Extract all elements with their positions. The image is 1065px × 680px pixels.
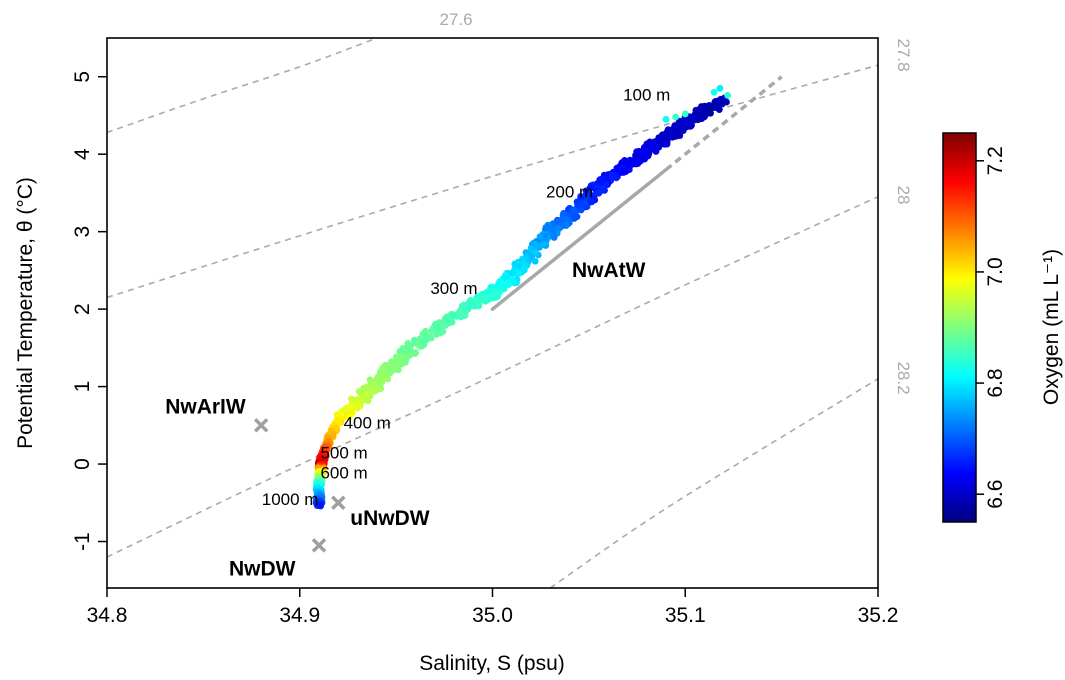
y-tick-label: 0 xyxy=(71,458,94,470)
profile-point xyxy=(396,360,404,368)
y-tick-label: 4 xyxy=(71,148,94,160)
water-mass-unwdw: uNwDW xyxy=(331,495,430,530)
x-tick-label: 35.0 xyxy=(472,604,513,627)
profile-point xyxy=(511,260,519,268)
depth-label-400-m: 400 m xyxy=(344,413,391,432)
colorbar-tick-label: 7.2 xyxy=(984,146,1007,175)
depth-label-300-m: 300 m xyxy=(430,279,477,298)
profile-point xyxy=(450,312,458,320)
x-tick-label: 34.8 xyxy=(87,604,128,627)
profile-point xyxy=(718,100,726,108)
nwatw-label: NwAtW xyxy=(572,259,646,282)
water-mass-nwdw: NwDW xyxy=(229,538,327,580)
water-mass-nwariw: NwArIW xyxy=(165,395,269,433)
x-tick-label: 35.2 xyxy=(858,604,899,627)
x-axis-ticks: 34.8 34.9 35.0 35.1 35.2 xyxy=(87,588,899,627)
isopycnal-27-8 xyxy=(107,64,878,299)
isopycnal-28 xyxy=(107,196,878,558)
y-tick-label: 2 xyxy=(71,303,94,315)
isopycnal-label-28-2: 28.2 xyxy=(894,361,913,394)
water-mass-label-unwdw: uNwDW xyxy=(350,507,429,530)
colorbar-tick-label: 6.8 xyxy=(984,368,1007,397)
profile-point xyxy=(662,115,670,123)
profile-point xyxy=(724,91,732,99)
x-tick-label: 34.9 xyxy=(279,604,320,627)
y-tick-label: 3 xyxy=(71,226,94,238)
isopycnal-lines xyxy=(107,38,878,588)
depth-label-1000-m: 1000 m xyxy=(262,490,319,509)
depth-label-600-m: 600 m xyxy=(320,464,367,483)
profile-point xyxy=(716,84,724,92)
nwatw-mixing-line xyxy=(490,167,668,311)
profile-point xyxy=(385,369,393,377)
profile-point xyxy=(316,501,323,509)
colorbar-label: Oxygen (mL L⁻¹) xyxy=(1040,249,1063,405)
water-mass-label-nwdw: NwDW xyxy=(229,557,296,580)
water-mass-cross xyxy=(331,495,346,511)
isopycnal-28-2 xyxy=(549,378,878,588)
profile-point xyxy=(428,327,436,334)
isopycnal-label-27-6: 27.6 xyxy=(439,10,472,29)
profile-point xyxy=(439,322,447,329)
profile-point xyxy=(554,224,562,232)
nwatw-mixing-line-extension xyxy=(664,75,783,172)
y-tick-label: 1 xyxy=(71,381,94,393)
profile-point xyxy=(672,113,680,121)
profile-point xyxy=(536,243,543,251)
profile-point xyxy=(680,124,688,132)
water-mass-label-nwariw: NwArIW xyxy=(165,395,246,418)
water-mass-cross xyxy=(311,538,327,553)
profile-point xyxy=(496,287,504,295)
profile-point xyxy=(345,413,353,421)
profile-point xyxy=(433,330,440,338)
profile-point xyxy=(710,88,718,96)
profile-point xyxy=(340,407,347,415)
profile-point xyxy=(708,104,716,112)
profile-point xyxy=(628,161,636,168)
isopycnal-label-28: 28 xyxy=(894,186,913,205)
depth-label-200-m: 200 m xyxy=(546,182,593,201)
profile-point xyxy=(504,280,512,288)
x-tick-label: 35.1 xyxy=(665,604,706,627)
profile-point xyxy=(531,257,539,265)
colorbar-tick-label: 7.0 xyxy=(984,257,1007,286)
plot-frame xyxy=(106,37,879,589)
profile-point xyxy=(608,171,616,179)
isopycnal-label-27-8: 27.8 xyxy=(894,38,913,71)
y-tick-label: 5 xyxy=(71,71,94,83)
depth-label-100-m: 100 m xyxy=(623,86,670,105)
profile-point xyxy=(520,264,528,272)
water-mass-cross xyxy=(253,418,269,433)
profile-point xyxy=(594,189,602,196)
colorbar xyxy=(942,132,977,523)
profile-point xyxy=(482,294,490,302)
colorbar-tick-label: 6.6 xyxy=(984,480,1007,509)
profile-point xyxy=(690,115,698,123)
x-axis-label: Salinity, S (psu) xyxy=(419,652,565,675)
profile-point xyxy=(396,348,404,355)
y-tick-label: -1 xyxy=(71,532,94,551)
profile-point xyxy=(413,340,421,348)
isopycnal-labels: 27.6 27.8 28 28.2 xyxy=(439,10,913,395)
profile-point xyxy=(457,313,465,321)
y-axis-label: Potential Temperature, θ (°C) xyxy=(14,177,37,449)
isopycnal-27-6 xyxy=(107,38,378,134)
y-axis-ticks: -1 0 1 2 3 4 5 xyxy=(71,71,107,551)
oxygen-profile-points xyxy=(312,84,732,510)
water-mass-markers: NwArIW uNwDW NwDW xyxy=(165,395,430,580)
colorbar-ticks: 6.6 6.8 7.0 7.2 xyxy=(976,146,1007,509)
profile-point xyxy=(353,404,361,412)
profile-point xyxy=(570,215,578,222)
depth-label-500-m: 500 m xyxy=(320,443,367,462)
profile-point xyxy=(681,110,689,118)
profile-point xyxy=(536,233,544,240)
profile-point xyxy=(515,270,522,278)
